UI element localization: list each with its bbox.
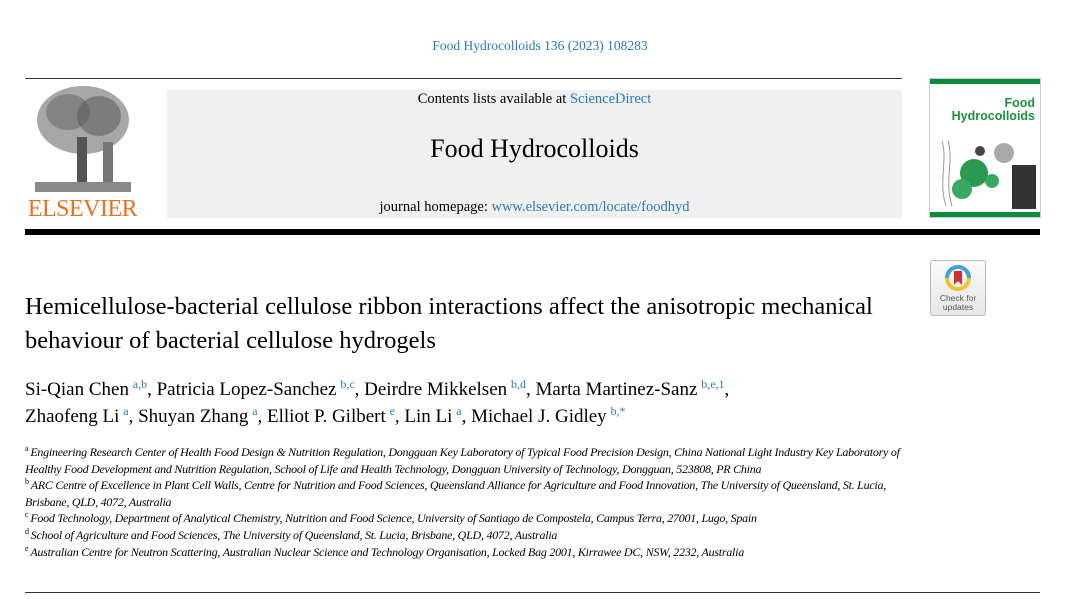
author[interactable]: Zhaofeng Li bbox=[25, 406, 120, 427]
cover-top-bar bbox=[930, 79, 1040, 84]
journal-homepage: journal homepage: www.elsevier.com/locat… bbox=[167, 199, 902, 216]
homepage-label: journal homepage: bbox=[379, 199, 492, 215]
journal-banner: Contents lists available at ScienceDirec… bbox=[167, 90, 902, 218]
author-separator: , bbox=[394, 406, 405, 427]
author-separator: , bbox=[128, 406, 139, 427]
cover-bottom-bar bbox=[930, 212, 1040, 217]
author-separator: , bbox=[461, 406, 472, 427]
cover-artwork bbox=[941, 140, 1036, 209]
homepage-link[interactable]: www.elsevier.com/locate/foodhyd bbox=[491, 199, 690, 215]
affiliation: e Australian Centre for Neutron Scatterin… bbox=[25, 544, 910, 561]
contents-label: Contents lists available at bbox=[417, 91, 570, 107]
journal-title: Food Hydrocolloids bbox=[430, 134, 639, 163]
author[interactable]: Lin Li bbox=[404, 406, 453, 427]
affiliation-text: Food Technology, Department of Analytica… bbox=[30, 511, 757, 526]
author-affiliation-marker[interactable]: b,* bbox=[610, 404, 626, 418]
author-separator: , bbox=[525, 379, 536, 400]
author-affiliation-marker[interactable]: b,c bbox=[340, 377, 355, 391]
affiliation-key: c bbox=[25, 510, 29, 520]
cover-title-line1: Food bbox=[1004, 96, 1035, 110]
affiliation-key: e bbox=[25, 543, 29, 553]
check-for-updates-button[interactable]: Check for updates bbox=[930, 260, 986, 316]
author-separator: , bbox=[354, 379, 365, 400]
author-affiliation-marker[interactable]: e bbox=[389, 404, 395, 418]
author[interactable]: Deirdre Mikkelsen bbox=[364, 379, 508, 400]
contents-availability: Contents lists available at ScienceDirec… bbox=[167, 91, 902, 108]
author-separator: , bbox=[147, 379, 157, 400]
cover-title-line2: Hydrocolloids bbox=[951, 109, 1035, 123]
author[interactable]: Patricia Lopez-Sanchez bbox=[156, 379, 337, 400]
author[interactable]: Michael J. Gidley bbox=[471, 406, 607, 427]
author-list: Si-Qian Chen a,b, Patricia Lopez-Sanchez… bbox=[25, 376, 925, 430]
affiliation: b ARC Centre of Excellence in Plant Cell … bbox=[25, 477, 910, 510]
author[interactable]: Shuyan Zhang bbox=[138, 406, 249, 427]
affiliation-text: Australian Centre for Neutron Scattering… bbox=[30, 544, 744, 559]
elsevier-logo[interactable]: ELSEVIER bbox=[25, 80, 140, 222]
author-separator: , bbox=[724, 379, 730, 400]
divider bbox=[25, 592, 1040, 593]
affiliation-key: d bbox=[25, 526, 29, 536]
journal-citation[interactable]: Food Hydrocolloids 136 (2023) 108283 bbox=[432, 38, 648, 53]
affiliation-text: Engineering Research Center of Health Fo… bbox=[25, 445, 900, 476]
affiliation-text: ARC Centre of Excellence in Plant Cell W… bbox=[25, 478, 886, 509]
affiliation: c Food Technology, Department of Analytic… bbox=[25, 510, 910, 527]
author-separator: , bbox=[257, 406, 268, 427]
journal-cover[interactable]: Food Hydrocolloids bbox=[929, 78, 1041, 218]
author[interactable]: Marta Martinez-Sanz bbox=[535, 379, 698, 400]
crossmark-icon bbox=[945, 265, 971, 291]
elsevier-tree-icon bbox=[33, 82, 133, 194]
header-divider bbox=[25, 229, 1040, 235]
article-title: Hemicellulose-bacterial cellulose ribbon… bbox=[25, 293, 873, 354]
affiliation: d School of Agriculture and Food Sciences… bbox=[25, 527, 910, 544]
cover-title: Food Hydrocolloids bbox=[952, 97, 1035, 123]
author-affiliation-marker[interactable]: a bbox=[123, 404, 129, 418]
crossmark-label-1: Check for bbox=[939, 293, 977, 303]
author-affiliation-marker[interactable]: a bbox=[456, 404, 462, 418]
divider bbox=[25, 78, 902, 79]
affiliation-key: a bbox=[25, 444, 29, 453]
elsevier-wordmark: ELSEVIER bbox=[27, 196, 138, 222]
affiliation: a Engineering Research Center of Health F… bbox=[25, 444, 910, 477]
affiliation-list: a Engineering Research Center of Health F… bbox=[25, 444, 910, 560]
sciencedirect-link[interactable]: ScienceDirect bbox=[569, 91, 652, 107]
crossmark-label-2: updates bbox=[942, 302, 974, 312]
author[interactable]: Elliot P. Gilbert bbox=[267, 406, 386, 427]
author-affiliation-marker[interactable]: b,e,1 bbox=[701, 377, 725, 391]
author-affiliation-marker[interactable]: a,b bbox=[132, 377, 148, 391]
affiliation-key: b bbox=[25, 477, 29, 487]
author-affiliation-marker[interactable]: b,d bbox=[510, 377, 526, 391]
author[interactable]: Si-Qian Chen bbox=[25, 379, 129, 400]
affiliation-text: School of Agriculture and Food Sciences,… bbox=[30, 527, 558, 542]
author-affiliation-marker[interactable]: a bbox=[252, 404, 258, 418]
